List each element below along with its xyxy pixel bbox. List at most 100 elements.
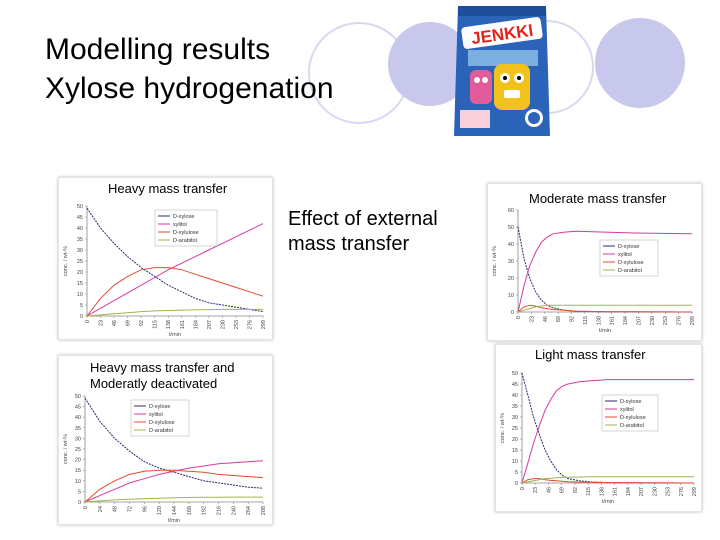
y-tick-label: 5: [80, 303, 83, 309]
legend-entry: D-xylose: [620, 399, 641, 405]
x-tick-label: 161: [180, 320, 186, 329]
x-tick-label: 240: [231, 506, 237, 515]
x-tick-label: 230: [220, 320, 226, 329]
effect-text-line1: Effect of external: [288, 208, 438, 230]
y-tick-label: 20: [508, 276, 514, 282]
x-tick-label: 46: [546, 487, 552, 493]
panel-label-heavy-deactivated: Heavy mass transfer and Moderatly deacti…: [88, 360, 237, 392]
chart-moderate-mass-transfer: 0 10 20 30 40 50 60 0 23 46 69 92 115 138 161 184 207 230…: [492, 208, 696, 334]
effect-text-line2: mass transfer: [288, 233, 410, 255]
x-tick-label: 0: [83, 506, 89, 509]
legend-entry: D-arabitol: [149, 428, 173, 434]
legend-entry: xylitol: [149, 412, 163, 418]
y-tick-label: 15: [77, 281, 83, 287]
x-tick-label: 115: [153, 320, 159, 329]
y-tick-label: 30: [512, 415, 518, 421]
legend-entry: xylitol: [173, 222, 187, 228]
y-tick-label: 50: [77, 204, 83, 210]
series-line-xylitol: [86, 223, 264, 317]
legend-entry: D-arabitol: [173, 238, 197, 244]
y-tick-label: 30: [508, 259, 514, 265]
x-tick-label: 253: [234, 320, 240, 329]
x-tick-label: 276: [677, 316, 683, 325]
panel-label-heavy-deactivated-line2: Moderatly deactivated: [90, 376, 218, 391]
x-tick-label: 0: [516, 316, 522, 319]
x-tick-label: 69: [556, 316, 562, 322]
y-tick-label: 45: [512, 382, 518, 388]
y-axis-label: conc. / wt-%: [500, 413, 506, 443]
legend-entry: D-xylulose: [618, 260, 644, 266]
x-axis-label: t/min: [168, 518, 180, 524]
x-tick-label: 168: [187, 506, 193, 515]
y-tick-label: 20: [77, 270, 83, 276]
y-tick-label: 35: [77, 237, 83, 243]
x-tick-label: 184: [193, 320, 199, 329]
x-tick-label: 120: [157, 506, 163, 515]
x-tick-label: 299: [692, 487, 698, 496]
x-tick-label: 207: [636, 316, 642, 325]
x-axis-label: t/min: [602, 499, 614, 505]
panel-label-light: Light mass transfer: [533, 347, 648, 362]
series-line-d-xylulose: [84, 469, 264, 503]
legend-entry: D-xylulose: [620, 415, 646, 421]
x-tick-label: 23: [533, 487, 539, 493]
x-tick-label: 46: [543, 316, 549, 322]
x-tick-label: 92: [139, 320, 145, 326]
chart-light-mass-transfer: 0 5 10 15 20 25 30 35 40 45 50 0 23 46 69 92 115 138 161 18…: [500, 371, 698, 505]
series-line-d-arabitol: [521, 476, 694, 484]
series-line-d-arabitol: [517, 304, 692, 313]
x-tick-label: 0: [520, 487, 526, 490]
x-tick-label: 72: [128, 506, 134, 512]
panel-label-moderate: Moderate mass transfer: [527, 191, 669, 206]
slide-title-line1: Modelling results: [45, 33, 271, 66]
chart-heavy-mass-transfer: 0 5 10 15 20 25 30 35 40 45 50 0 23 46 69 92 115 138 161 18…: [63, 204, 267, 338]
y-tick-label: 20: [75, 458, 81, 464]
legend-entry: D-arabitol: [620, 423, 644, 429]
y-tick-label: 50: [512, 371, 518, 377]
y-tick-label: 5: [78, 489, 81, 495]
y-tick-label: 25: [75, 447, 81, 453]
legend-entry: D-xylulose: [173, 230, 199, 236]
x-tick-label: 161: [610, 316, 616, 325]
legend-entry: D-xylulose: [149, 420, 175, 426]
effect-text: Effect of external mass transfer: [288, 207, 438, 257]
y-tick-label: 15: [75, 468, 81, 474]
y-tick-label: 0: [80, 314, 83, 320]
series-line-d-arabitol: [84, 496, 263, 503]
series-line-xylitol: [521, 379, 694, 484]
y-tick-label: 20: [512, 437, 518, 443]
y-tick-label: 30: [77, 248, 83, 254]
x-tick-label: 253: [666, 487, 672, 496]
series-line-d-xylose: [521, 372, 695, 484]
series-line-d-xylulose: [86, 267, 264, 317]
series-line-d-xylose: [84, 397, 264, 489]
legend-entry: D-xylose: [618, 244, 639, 250]
x-tick-label: 144: [172, 506, 178, 515]
legend-entry: xylitol: [618, 252, 632, 258]
legend-entry: xylitol: [620, 407, 634, 413]
x-tick-label: 276: [679, 487, 685, 496]
y-tick-label: 25: [512, 426, 518, 432]
series-line-xylitol: [517, 230, 693, 313]
x-tick-label: 46: [112, 320, 118, 326]
y-axis-label: conc. / wt-%: [63, 434, 69, 464]
y-tick-label: 0: [515, 481, 518, 487]
x-axis-label: t/min: [169, 332, 181, 338]
series-line-d-xylose: [86, 207, 264, 313]
x-axis-label: t/min: [599, 328, 611, 334]
x-tick-label: 138: [596, 316, 602, 325]
jenkki-gum-package-image: JENKKI: [450, 2, 554, 140]
x-tick-label: 207: [207, 320, 213, 329]
y-tick-label: 40: [512, 393, 518, 399]
y-tick-label: 40: [75, 415, 81, 421]
chart-heavy-deactivated: 0 5 10 15 20 25 30 35 40 45 50 0 24 48 72 96 120 144 168 19…: [63, 394, 267, 524]
y-tick-label: 40: [77, 226, 83, 232]
x-tick-label: 115: [583, 316, 589, 325]
y-tick-label: 50: [508, 225, 514, 231]
x-tick-label: 69: [560, 487, 566, 493]
x-tick-label: 69: [126, 320, 132, 326]
panel-label-moderate-text: Moderate mass transfer: [529, 191, 667, 206]
y-tick-label: 60: [508, 208, 514, 214]
y-tick-label: 30: [75, 436, 81, 442]
x-tick-label: 161: [613, 487, 619, 496]
